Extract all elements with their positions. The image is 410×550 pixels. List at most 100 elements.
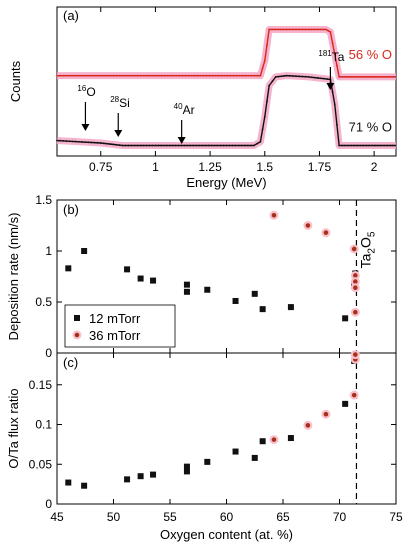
x-tick-label: 70 bbox=[333, 510, 347, 524]
spectrum-point bbox=[238, 74, 241, 77]
spectrum-point bbox=[304, 28, 307, 31]
x-axis-label: Energy (MeV) bbox=[186, 175, 266, 190]
spectrum-point bbox=[118, 144, 121, 147]
spectrum-point bbox=[279, 28, 282, 31]
spectrum-point bbox=[163, 74, 166, 77]
spectrum-point bbox=[322, 28, 324, 31]
spectrum-point bbox=[220, 74, 223, 77]
panel-b-label: (b) bbox=[63, 202, 79, 217]
spectrum-point bbox=[301, 75, 304, 78]
spectrum-point bbox=[148, 144, 151, 147]
spectrum-point bbox=[234, 144, 237, 147]
spectrum-point bbox=[263, 59, 266, 62]
spectrum-point bbox=[172, 74, 175, 77]
spectrum-point bbox=[389, 144, 391, 147]
spectrum-point bbox=[86, 74, 88, 77]
y-tick-label: 0.05 bbox=[29, 457, 53, 471]
spectrum-point bbox=[282, 28, 285, 31]
y-tick-label: 0.15 bbox=[29, 378, 53, 392]
spectrum-point bbox=[344, 144, 347, 147]
spectrum-point bbox=[359, 75, 361, 78]
spectrum-point bbox=[102, 142, 105, 145]
spectrum-point bbox=[208, 74, 211, 77]
spectrum-point bbox=[142, 144, 145, 147]
spectrum-point bbox=[100, 74, 103, 77]
spectrum-point bbox=[127, 144, 130, 147]
spectrum-point bbox=[62, 74, 64, 77]
spectrum-point bbox=[68, 74, 70, 77]
spectrum-point bbox=[65, 74, 67, 77]
data-point-36mtorr bbox=[349, 390, 359, 400]
spectrum-line bbox=[56, 74, 396, 147]
spectrum-point bbox=[386, 144, 388, 147]
spectrum-point bbox=[383, 75, 385, 78]
spectrum-point bbox=[121, 144, 124, 147]
spectrum-point bbox=[266, 100, 268, 103]
spectrum-point bbox=[94, 74, 97, 77]
spectrum-point bbox=[319, 28, 322, 31]
data-point-12mtorr bbox=[251, 454, 258, 461]
spectrum-point bbox=[214, 74, 217, 77]
spectrum-point bbox=[71, 74, 73, 77]
element-label-ar: 40Ar bbox=[174, 102, 195, 117]
spectrum-point bbox=[253, 74, 256, 77]
x-tick-label: 1.5 bbox=[256, 160, 273, 174]
spectrum-point bbox=[225, 144, 228, 147]
spectrum-point bbox=[277, 75, 280, 78]
spectrum-point bbox=[365, 75, 367, 78]
spectrum-point bbox=[259, 74, 262, 77]
data-point-36mtorr bbox=[349, 244, 359, 254]
spectrum-point bbox=[320, 77, 322, 80]
spectrum-point bbox=[130, 144, 133, 147]
spectrum-points bbox=[56, 74, 394, 147]
spectrum-point bbox=[263, 115, 266, 118]
spectrum-point bbox=[65, 140, 68, 142]
y-tick-label: 0.1 bbox=[35, 418, 52, 432]
legend-swatch-36mtorr bbox=[72, 330, 82, 340]
spectrum-line bbox=[57, 28, 396, 78]
spectrum-point bbox=[103, 74, 106, 77]
spectrum-point bbox=[160, 74, 163, 77]
spectrum-point bbox=[333, 53, 336, 56]
data-point-12mtorr bbox=[183, 468, 190, 475]
simulation-band bbox=[57, 25, 396, 81]
data-point-12mtorr bbox=[232, 448, 239, 455]
data-point-12mtorr bbox=[65, 265, 72, 272]
data-point-12mtorr bbox=[183, 288, 190, 295]
spectrum-point bbox=[268, 84, 271, 87]
spectrum-point bbox=[198, 144, 201, 147]
spectrum-point bbox=[204, 144, 207, 147]
spectrum-point bbox=[172, 144, 174, 147]
spectrum-point bbox=[169, 144, 171, 147]
spectrum-point bbox=[207, 144, 210, 147]
y-tick-label: 0.5 bbox=[35, 295, 52, 309]
spectrum-point bbox=[313, 28, 316, 31]
spectrum-point bbox=[261, 128, 264, 131]
spectrum-point bbox=[74, 140, 77, 143]
spectrum-point bbox=[365, 144, 367, 147]
legend-label: 36 mTorr bbox=[89, 328, 141, 343]
spectrum-point bbox=[160, 144, 163, 147]
data-point-12mtorr bbox=[183, 281, 190, 288]
arrow-head bbox=[114, 130, 123, 137]
spectrum-point bbox=[87, 141, 90, 144]
spectrum-point bbox=[295, 28, 297, 31]
x-tick-label: 50 bbox=[107, 510, 121, 524]
spectrum-point bbox=[190, 74, 193, 77]
spectrum-point bbox=[62, 139, 65, 142]
spectrum-point bbox=[71, 140, 74, 143]
element-label-ta: 181Ta bbox=[318, 49, 344, 64]
spectrum-point bbox=[145, 144, 148, 147]
spectrum-point bbox=[313, 76, 316, 79]
spectrum-point bbox=[247, 74, 250, 77]
spectrum-point bbox=[389, 75, 391, 78]
y-tick-label: 0 bbox=[45, 346, 52, 360]
spectrum-point bbox=[271, 28, 273, 31]
spectrum-point bbox=[356, 144, 358, 147]
spectrum-point bbox=[283, 75, 285, 77]
spectrum-point bbox=[139, 144, 142, 147]
spectrum-point bbox=[240, 144, 243, 147]
spectrum-point bbox=[362, 75, 364, 78]
data-point-36mtorr bbox=[269, 435, 279, 445]
